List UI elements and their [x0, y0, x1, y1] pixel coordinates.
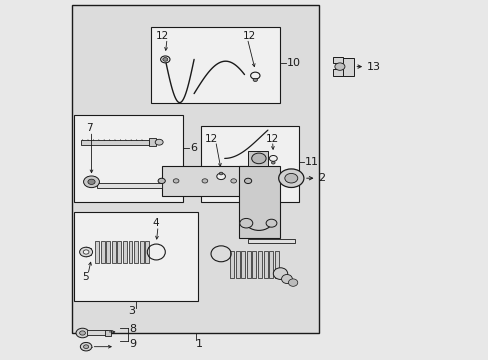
Bar — [247, 239, 294, 243]
Text: 12: 12 — [156, 31, 169, 41]
Bar — [258, 251, 262, 278]
Bar — [128, 241, 132, 263]
Bar — [97, 183, 162, 188]
Bar — [140, 241, 143, 263]
Ellipse shape — [250, 72, 260, 79]
Bar — [149, 138, 156, 146]
Bar — [263, 251, 267, 278]
Text: 11: 11 — [305, 157, 318, 167]
Ellipse shape — [83, 176, 99, 188]
Ellipse shape — [173, 179, 179, 183]
Ellipse shape — [244, 178, 251, 184]
Ellipse shape — [160, 56, 170, 63]
Text: 4: 4 — [152, 218, 159, 228]
Text: 1: 1 — [195, 339, 203, 349]
Text: 9: 9 — [129, 339, 136, 349]
Text: 13: 13 — [366, 62, 380, 72]
Bar — [252, 251, 256, 278]
Ellipse shape — [88, 179, 95, 184]
Bar — [341, 58, 354, 76]
Ellipse shape — [202, 179, 207, 183]
Text: 12: 12 — [204, 134, 218, 144]
Ellipse shape — [163, 58, 167, 61]
Bar — [106, 241, 110, 263]
Ellipse shape — [251, 153, 265, 164]
Bar — [73, 212, 197, 301]
Bar — [87, 330, 106, 335]
Bar — [72, 5, 318, 333]
Ellipse shape — [273, 268, 287, 279]
Ellipse shape — [219, 172, 223, 175]
Bar — [112, 241, 116, 263]
Text: 3: 3 — [128, 306, 135, 316]
Ellipse shape — [281, 274, 292, 284]
Ellipse shape — [83, 345, 88, 348]
Ellipse shape — [230, 179, 236, 183]
Bar — [73, 115, 183, 202]
Ellipse shape — [216, 173, 225, 180]
Text: 2: 2 — [318, 173, 325, 183]
Bar — [134, 241, 138, 263]
Bar — [95, 241, 99, 263]
Ellipse shape — [253, 78, 257, 81]
Text: 12: 12 — [242, 31, 255, 41]
Bar — [274, 251, 278, 278]
Ellipse shape — [83, 250, 89, 254]
Bar — [246, 251, 250, 278]
Bar — [81, 140, 149, 145]
Bar — [230, 251, 234, 278]
Bar — [239, 166, 280, 238]
Ellipse shape — [269, 156, 277, 161]
Bar — [123, 241, 127, 263]
Bar — [235, 251, 239, 278]
Text: 10: 10 — [286, 58, 301, 68]
Text: 8: 8 — [129, 324, 136, 334]
Text: 7: 7 — [86, 123, 93, 133]
Bar — [145, 241, 149, 263]
Ellipse shape — [288, 279, 297, 286]
Bar — [241, 251, 244, 278]
Ellipse shape — [271, 161, 275, 164]
Bar — [332, 69, 343, 76]
Text: 12: 12 — [265, 134, 279, 144]
Ellipse shape — [284, 174, 297, 183]
Ellipse shape — [80, 342, 92, 351]
Bar — [151, 27, 280, 103]
Bar — [101, 241, 104, 263]
Bar — [332, 57, 343, 63]
Ellipse shape — [278, 169, 303, 188]
Bar — [117, 241, 121, 263]
Ellipse shape — [334, 63, 344, 70]
Bar — [162, 166, 247, 196]
Ellipse shape — [80, 331, 85, 335]
Ellipse shape — [155, 139, 163, 145]
Ellipse shape — [158, 178, 165, 184]
Ellipse shape — [80, 247, 92, 257]
Bar — [247, 151, 267, 166]
Bar — [105, 330, 110, 336]
Text: 6: 6 — [189, 143, 196, 153]
Text: 5: 5 — [82, 272, 89, 282]
Ellipse shape — [239, 219, 252, 228]
Ellipse shape — [76, 328, 89, 338]
Bar — [201, 126, 298, 202]
Ellipse shape — [265, 219, 276, 227]
Bar — [269, 251, 273, 278]
